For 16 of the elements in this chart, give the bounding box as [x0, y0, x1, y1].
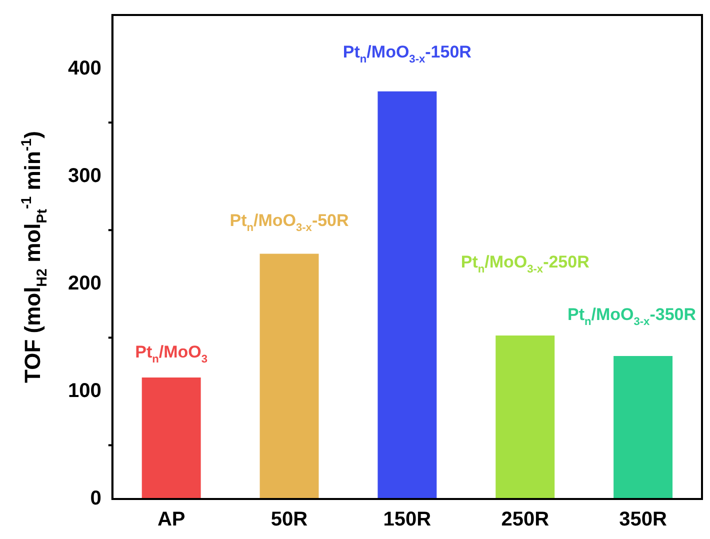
- x-tick-label: 350R: [619, 508, 668, 531]
- y-tick-label: 200: [68, 272, 102, 294]
- y-axis-title: TOF (molH2 molPt-1 min-1): [19, 131, 51, 383]
- y-tick-label: 100: [68, 380, 102, 402]
- y-tick-label: 0: [90, 488, 102, 510]
- bar: [614, 356, 673, 499]
- y-tick-label: 300: [68, 164, 102, 187]
- x-tick-label: 150R: [383, 508, 432, 531]
- y-tick-label: 400: [68, 57, 102, 80]
- x-tick-label: 250R: [501, 508, 550, 531]
- bar: [496, 336, 555, 499]
- bar: [378, 91, 437, 499]
- bar: [142, 377, 201, 499]
- x-tick-label: AP: [157, 508, 186, 531]
- bar: [260, 254, 319, 499]
- x-tick-label: 50R: [270, 508, 308, 531]
